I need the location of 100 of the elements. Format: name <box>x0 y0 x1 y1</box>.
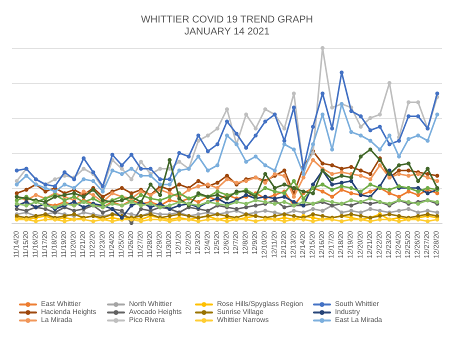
point <box>110 168 114 172</box>
point <box>168 198 172 202</box>
point <box>320 190 325 194</box>
point <box>225 107 229 112</box>
point <box>406 174 411 178</box>
point <box>225 134 229 138</box>
point <box>234 132 239 136</box>
point <box>368 202 372 206</box>
point <box>311 182 315 186</box>
point <box>129 191 134 196</box>
point <box>387 134 392 138</box>
point <box>406 190 411 194</box>
point <box>43 207 48 211</box>
point <box>24 204 28 208</box>
point <box>301 210 306 214</box>
point <box>254 204 258 208</box>
point <box>358 134 363 138</box>
point <box>254 126 258 130</box>
point <box>215 180 220 185</box>
point <box>368 207 372 211</box>
point <box>311 212 315 216</box>
point <box>254 219 258 224</box>
point <box>43 190 48 194</box>
point <box>34 219 38 224</box>
point <box>311 158 315 162</box>
point <box>311 124 315 129</box>
point <box>368 148 372 152</box>
point <box>158 166 162 171</box>
point <box>148 166 153 171</box>
point <box>177 160 182 164</box>
point <box>120 163 124 168</box>
point <box>14 182 19 186</box>
point <box>120 198 124 202</box>
point <box>349 191 354 196</box>
point <box>368 182 372 186</box>
point <box>378 124 382 129</box>
point <box>168 182 172 186</box>
point <box>387 81 392 85</box>
point <box>263 172 268 176</box>
point <box>100 210 105 214</box>
point <box>168 188 172 192</box>
point <box>158 193 162 197</box>
point <box>330 148 334 152</box>
point <box>292 186 296 190</box>
point <box>358 154 363 158</box>
point <box>206 134 210 138</box>
point <box>244 160 248 164</box>
point <box>129 152 134 157</box>
point <box>311 191 315 196</box>
point <box>426 208 430 213</box>
point <box>416 114 420 118</box>
point <box>349 204 354 208</box>
point <box>82 156 86 160</box>
point <box>292 194 296 199</box>
point <box>397 194 401 199</box>
point <box>416 210 420 214</box>
point <box>196 154 200 158</box>
point <box>426 219 430 224</box>
point <box>340 166 344 171</box>
point <box>349 109 354 113</box>
point <box>14 191 19 196</box>
point <box>349 176 354 180</box>
point <box>301 172 306 176</box>
point <box>148 218 153 222</box>
point <box>43 218 48 222</box>
point <box>387 188 392 192</box>
point <box>292 200 296 204</box>
point <box>82 177 86 182</box>
point <box>358 190 363 194</box>
point <box>416 100 420 104</box>
point <box>301 200 306 204</box>
point <box>397 219 401 224</box>
point <box>225 120 229 124</box>
point <box>378 163 382 168</box>
point <box>91 219 96 224</box>
point <box>254 134 258 138</box>
point <box>406 207 411 211</box>
point <box>320 182 325 186</box>
point <box>148 182 153 186</box>
point <box>426 138 430 143</box>
point <box>426 191 430 196</box>
point <box>387 172 392 176</box>
point <box>110 219 114 224</box>
point <box>215 163 220 168</box>
point <box>120 172 124 176</box>
point <box>158 198 162 202</box>
point <box>358 168 363 172</box>
point <box>397 163 401 168</box>
point <box>416 134 420 138</box>
point <box>358 174 363 178</box>
point <box>91 179 96 183</box>
point <box>82 190 86 194</box>
point <box>320 214 325 218</box>
point <box>62 170 67 174</box>
point <box>129 204 134 208</box>
point <box>24 188 28 192</box>
point <box>320 46 325 50</box>
point <box>349 212 354 216</box>
point <box>196 219 200 224</box>
point <box>196 212 200 216</box>
